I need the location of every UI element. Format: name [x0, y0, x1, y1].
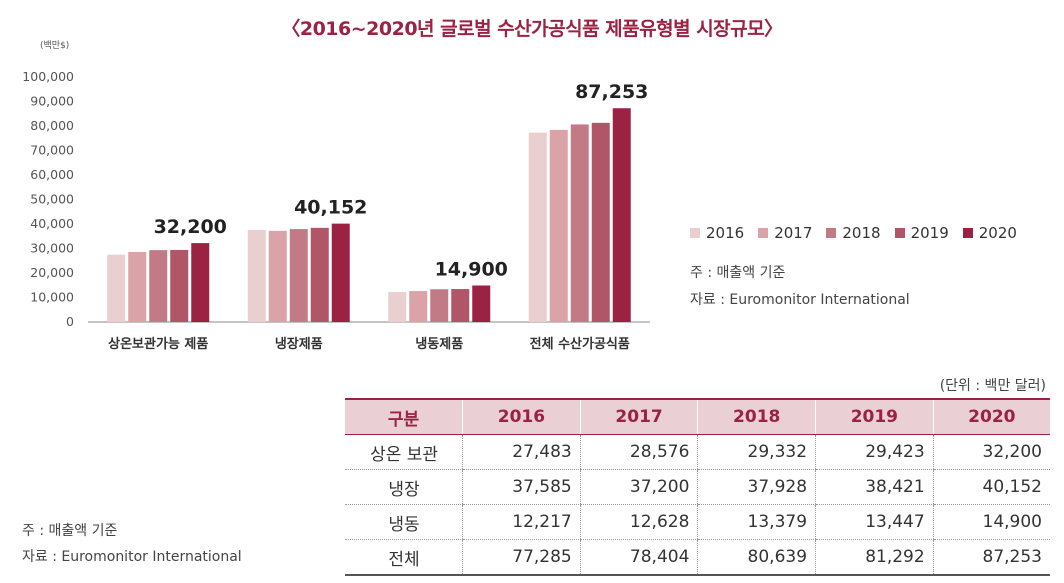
table-row-label: 상온 보관 — [345, 434, 463, 470]
bar-2019 — [310, 227, 329, 322]
legend-item-2018: 2018 — [826, 224, 881, 242]
table-cell: 78,404 — [579, 539, 698, 576]
table-cell: 40,152 — [932, 469, 1050, 505]
y-tick-label: 50,000 — [30, 192, 74, 207]
legend-item-2020: 2020 — [962, 224, 1017, 242]
table-row-label: 냉동 — [345, 504, 463, 540]
legend-swatch — [962, 228, 973, 238]
table-header-cell: 2018 — [697, 398, 816, 435]
data-label: 14,900 — [435, 258, 508, 280]
table-row: 상온 보관 27,483 28,576 29,332 29,423 32,200 — [345, 434, 1050, 470]
y-tick-label: 70,000 — [30, 143, 74, 158]
x-tick-label: 상온보관가능 제품 — [108, 336, 208, 352]
legend-label: 2017 — [774, 224, 813, 242]
legend-swatch — [894, 228, 905, 238]
table-cell: 14,900 — [932, 504, 1050, 540]
table-cell: 81,292 — [815, 539, 934, 576]
table-cell: 12,628 — [579, 504, 698, 540]
table-header-cell: 구분 — [345, 398, 463, 435]
y-tick-label: 10,000 — [30, 290, 74, 305]
table-header-cell: 2017 — [579, 398, 698, 435]
table-cell: 12,217 — [462, 504, 581, 540]
table-cell: 29,423 — [815, 434, 934, 470]
table-cell: 29,332 — [697, 434, 816, 470]
bar-2020 — [472, 285, 491, 322]
table-row: 전체 77,285 78,404 80,639 81,292 87,253 — [345, 539, 1050, 576]
table-cell: 32,200 — [932, 434, 1050, 470]
bar-2016 — [247, 229, 266, 322]
table-header-cell: 2019 — [815, 398, 934, 435]
data-label: 87,253 — [575, 81, 648, 103]
x-tick-label: 냉동제품 — [415, 337, 463, 352]
table-cell: 37,200 — [579, 469, 698, 505]
table-cell: 13,447 — [815, 504, 934, 540]
y-tick-label: 100,000 — [22, 69, 74, 84]
legend-swatch — [826, 228, 837, 238]
legend-label: 2016 — [706, 224, 745, 242]
table-header-cell: 2020 — [932, 398, 1050, 435]
legend-item-2017: 2017 — [758, 224, 812, 242]
chart-title: 〈2016~2020년 글로벌 수산가공식품 제품유형별 시장규모〉 — [281, 18, 783, 40]
bar-2016 — [388, 292, 407, 322]
table-header-row: 구분 2016 2017 2018 2019 2020 — [345, 398, 1050, 435]
bar-2018 — [430, 289, 449, 322]
table-cell: 87,253 — [932, 539, 1050, 576]
bar-2019 — [170, 249, 189, 322]
bar-2020 — [331, 223, 350, 322]
y-tick-label: 30,000 — [30, 241, 74, 256]
table-unit-note: (단위 : 백만 달러) — [939, 378, 1046, 394]
table-cell: 77,285 — [462, 539, 581, 576]
chart-basis-note: 주 : 매출액 기준 — [690, 265, 786, 281]
table-cell: 27,483 — [462, 434, 581, 470]
table-cell: 37,585 — [462, 469, 581, 505]
bar-2018 — [570, 124, 589, 322]
bar-2018 — [149, 250, 168, 322]
chart-source-note: 자료 : Euromonitor International — [690, 292, 910, 308]
legend-item-2016: 2016 — [690, 224, 744, 242]
legend-label: 2019 — [910, 224, 949, 242]
legend-label: 2018 — [842, 224, 881, 242]
y-axis-label: (백만$) — [40, 40, 69, 51]
table-cell: 38,421 — [815, 469, 934, 505]
table-row: 냉장 37,585 37,200 37,928 38,421 40,152 — [345, 469, 1050, 505]
table-row: 냉동 12,217 12,628 13,379 13,447 14,900 — [345, 504, 1050, 540]
data-table: 구분 2016 2017 2018 2019 2020 상온 보관 27,483… — [345, 398, 1050, 576]
x-tick-label: 전체 수산가공식품 — [530, 336, 630, 352]
chart-legend: 2016 2017 2018 2019 2020 — [690, 224, 1017, 242]
y-tick-label: 20,000 — [30, 265, 74, 280]
table-row-label: 냉장 — [345, 469, 463, 505]
bar-2020 — [191, 243, 210, 322]
table-cell: 37,928 — [697, 469, 816, 505]
legend-label: 2020 — [978, 224, 1017, 242]
y-tick-label: 60,000 — [30, 167, 74, 182]
bar-2017 — [128, 251, 147, 322]
bar-2019 — [591, 122, 610, 323]
bar-2016 — [528, 132, 547, 322]
legend-swatch — [690, 228, 700, 238]
bar-2017 — [549, 129, 568, 322]
bar-2018 — [289, 229, 308, 322]
y-tick-label: 40,000 — [30, 216, 74, 231]
y-tick-label: 90,000 — [30, 94, 74, 109]
data-label: 32,200 — [154, 216, 227, 238]
table-cell: 28,576 — [579, 434, 698, 470]
bar-2020 — [612, 108, 631, 322]
table-header-cell: 2016 — [462, 398, 581, 435]
bar-2016 — [107, 254, 126, 322]
table-cell: 80,639 — [697, 539, 816, 576]
x-tick-label: 냉장제품 — [275, 336, 323, 352]
y-tick-label: 0 — [66, 314, 74, 329]
bottom-source-note: 자료 : Euromonitor International — [22, 549, 242, 565]
table-row-label: 전체 — [345, 539, 463, 576]
bar-2017 — [268, 230, 287, 322]
legend-swatch — [758, 228, 769, 238]
bar-2017 — [409, 291, 428, 322]
legend-item-2019: 2019 — [894, 224, 949, 242]
bottom-basis-note: 주 : 매출액 기준 — [22, 523, 118, 539]
table-cell: 13,379 — [697, 504, 816, 540]
y-tick-label: 80,000 — [30, 118, 74, 133]
data-label: 40,152 — [294, 197, 367, 219]
bar-2019 — [451, 289, 470, 322]
